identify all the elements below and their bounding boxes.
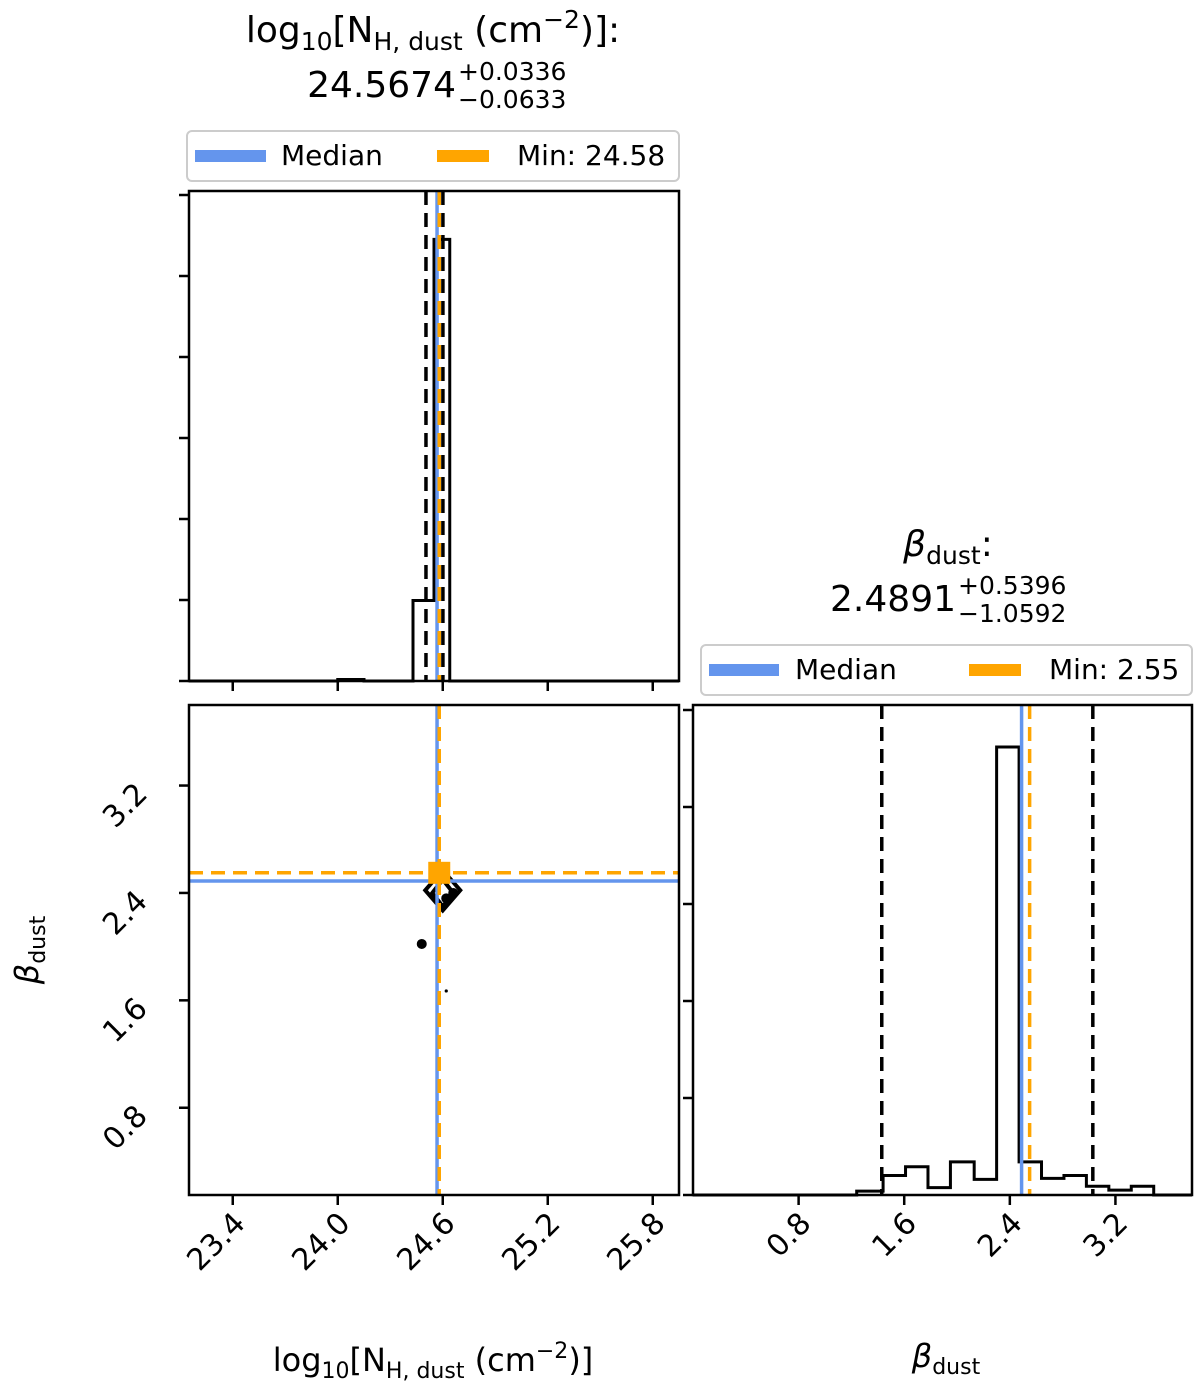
nh-title-upper: +0.0336 xyxy=(458,57,566,86)
x-nh-tick-label: 23.4 xyxy=(180,1206,252,1278)
beta-title-value: 2.4891 xyxy=(830,579,956,620)
nh-legend: Median Min: 24.58 xyxy=(186,130,680,182)
y-beta-tick-labels: 0.8 1.6 2.4 3.2 xyxy=(96,776,154,1157)
beta-hist-frame xyxy=(691,703,1194,1197)
y-beta-tick-label: 3.2 xyxy=(96,776,154,834)
beta-title-lower: −1.0592 xyxy=(958,599,1066,628)
nh-hist-ticks xyxy=(179,193,654,1205)
nh-title-value: 24.5674 xyxy=(307,65,456,106)
beta-legend-min-label: Min: 2.55 xyxy=(1049,653,1179,686)
x-nh-tick-label: 24.6 xyxy=(390,1206,462,1278)
x-beta-tick-label: 0.8 xyxy=(760,1206,818,1264)
x-beta-tick-labels: 0.8 1.6 2.4 3.2 xyxy=(760,1206,1135,1264)
y-beta-tick-label: 2.4 xyxy=(96,884,154,942)
scatter-point xyxy=(441,893,452,904)
beta-title-param: βdust: xyxy=(902,524,993,570)
y-beta-tick-label: 0.8 xyxy=(96,1099,154,1157)
x-beta-tick-label: 2.4 xyxy=(971,1206,1029,1264)
beta-legend: Median Min: 2.55 xyxy=(700,644,1193,696)
scatter-frame xyxy=(187,703,681,1197)
beta-hist-panel xyxy=(179,703,1194,1205)
beta-legend-median-label: Median xyxy=(795,653,897,686)
x-nh-tick-label: 25.8 xyxy=(600,1206,672,1278)
nh-title-param: log10[NH, dust (cm−2)]: xyxy=(246,5,620,56)
scatter-min-marker xyxy=(428,861,451,884)
x-beta-tick-label: 3.2 xyxy=(1077,1206,1135,1264)
x-nh-tick-label: 25.2 xyxy=(495,1206,567,1278)
scatter-point xyxy=(416,938,427,949)
nh-title-lower: −0.0633 xyxy=(458,85,566,114)
x-nh-axis-label: log10[NH, dust (cm−2)] xyxy=(273,1339,594,1384)
y-beta-axis-label: βdust xyxy=(8,915,51,985)
nh-hist-panel xyxy=(179,189,681,1205)
beta-hist-ticks xyxy=(179,708,1117,1205)
nh-legend-min-label: Min: 24.58 xyxy=(517,139,665,172)
nh-legend-median-label: Median xyxy=(281,139,383,172)
beta-histogram xyxy=(693,745,1192,1197)
x-nh-tick-labels: 23.4 24.0 24.6 25.2 25.8 xyxy=(180,1206,672,1278)
scatter-point xyxy=(444,989,448,993)
y-beta-tick-label: 1.6 xyxy=(96,991,154,1049)
x-beta-axis-label: βdust xyxy=(911,1337,981,1380)
scatter-panel xyxy=(187,703,681,1197)
beta-title-upper: +0.5396 xyxy=(958,571,1066,600)
x-beta-tick-label: 1.6 xyxy=(865,1206,923,1264)
nh-hist-frame xyxy=(187,189,681,683)
x-nh-tick-label: 24.0 xyxy=(285,1206,357,1278)
scatter-point xyxy=(448,887,459,898)
nh-histogram xyxy=(189,237,679,683)
